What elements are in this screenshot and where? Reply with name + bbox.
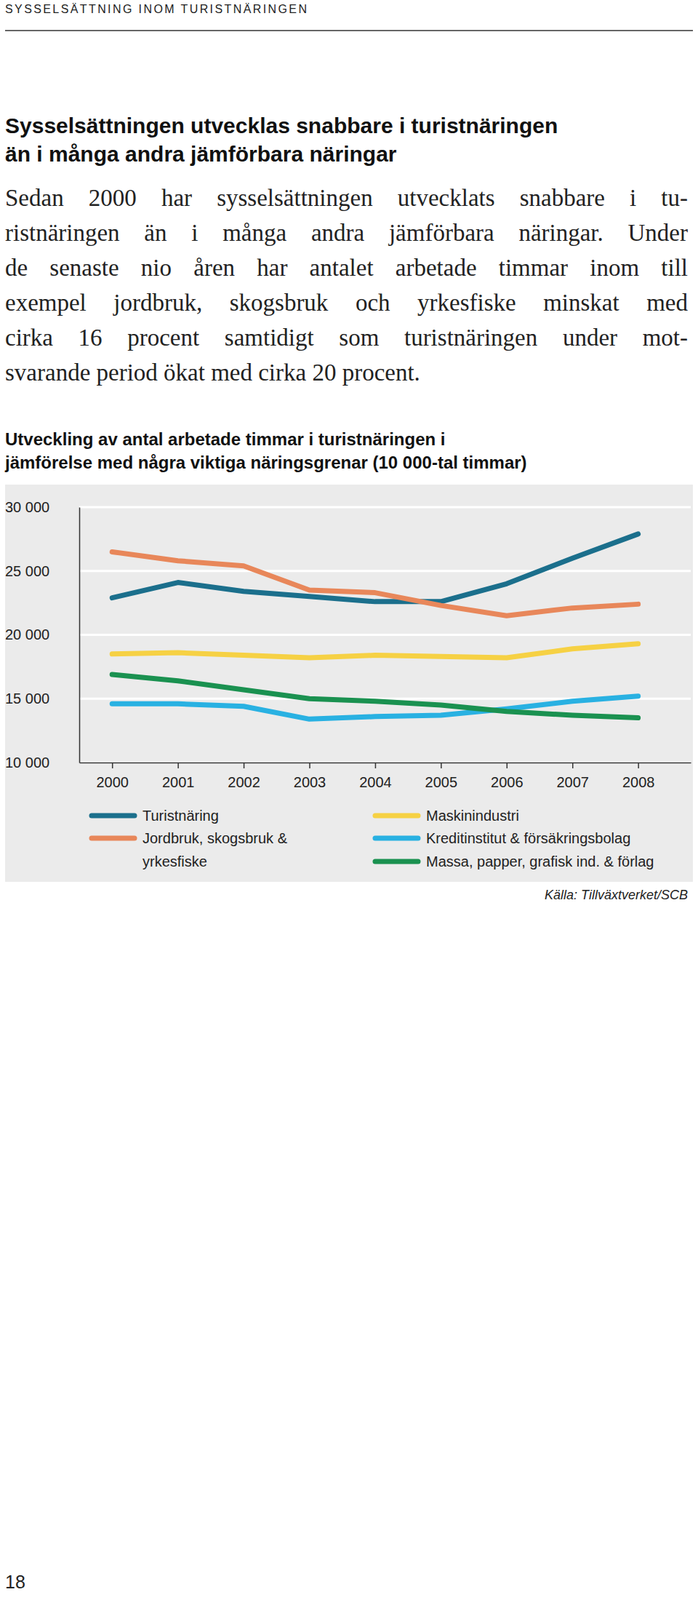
x-tick-mark <box>243 761 246 768</box>
x-tick-label: 2008 <box>622 773 656 790</box>
x-tick-label: 2005 <box>425 773 459 790</box>
grid-line <box>79 761 691 764</box>
x-tick-mark <box>572 761 574 768</box>
x-tick: 2002 <box>227 761 261 790</box>
legend-item: Massa, papper, grafisk ind. & förlag <box>375 852 655 869</box>
page-svg: 10 00015 00020 00025 00030 0002000200120… <box>0 0 698 1599</box>
y-tick: 30 000 <box>5 498 80 515</box>
x-tick-label: 2007 <box>556 773 589 790</box>
x-tick: 2000 <box>95 761 129 790</box>
x-tick-label: 2002 <box>227 773 261 790</box>
paragraph-line: svarande period ökat med cirka 20 procen… <box>5 359 688 387</box>
grid-line <box>79 569 691 572</box>
series-line <box>111 643 638 658</box>
legend-item: Kreditinstitut & försäkringsbolag <box>375 829 631 846</box>
x-tick-mark <box>375 761 377 768</box>
x-tick: 2008 <box>622 761 656 790</box>
plot-lines <box>111 533 638 719</box>
x-tick-mark <box>440 761 443 768</box>
x-tick: 2005 <box>425 761 459 790</box>
legend-label: Maskinindustri <box>426 807 520 824</box>
legend-swatch <box>375 835 419 841</box>
chart-background <box>5 484 693 882</box>
x-axis-line <box>79 761 692 764</box>
legend-item: Maskinindustri <box>375 807 520 824</box>
y-tick-label: 15 000 <box>5 690 50 706</box>
x-tick-mark <box>309 761 311 768</box>
x-tick: 2004 <box>359 761 392 790</box>
x-tick: 2007 <box>556 761 589 790</box>
y-tick-label: 25 000 <box>5 562 50 579</box>
grid <box>79 506 691 762</box>
y-axis-line <box>79 507 81 763</box>
page-header: SYSSELSÄTTNING INOM TURISTNÄRINGEN <box>5 2 309 16</box>
x-tick: 2003 <box>293 761 327 790</box>
x-axis: 2000 2001 2002 2003 2004 2005 2006 2007 2008 <box>79 761 692 790</box>
y-tick-label: 10 000 <box>5 753 50 770</box>
chart-source: Källa: Tillväxtverket/SCB <box>544 887 688 902</box>
legend-swatch <box>375 858 419 864</box>
paragraph-line: ristnäringen än i många andra jämförbara… <box>5 219 688 247</box>
x-tick-label: 2006 <box>490 773 524 790</box>
y-tick-label: 30 000 <box>5 498 50 515</box>
legend-label: Jordbruk, skogsbruk &yrkesfiske <box>142 829 288 869</box>
x-tick: 2001 <box>162 761 195 790</box>
x-tick-mark <box>637 761 640 768</box>
heading-line: Sysselsättningen utvecklas snabbare i tu… <box>5 113 558 139</box>
y-tick: 20 000 <box>5 626 80 643</box>
legend-swatch <box>375 812 419 818</box>
heading-line: än i många andra jämförbara näringar <box>5 141 397 167</box>
legend-label: Massa, papper, grafisk ind. & förlag <box>426 852 655 869</box>
x-tick-label: 2000 <box>95 773 129 790</box>
x-tick-label: 2001 <box>162 773 195 790</box>
legend: Turistnäring Jordbruk, skogsbruk &yrkesfi… <box>91 807 655 869</box>
x-tick-mark <box>506 761 509 768</box>
series-line <box>111 674 638 718</box>
legend-item: Turistnäring <box>91 807 219 824</box>
paragraph-line: exempel jordbruk, skogsbruk och yrkesfis… <box>5 289 688 317</box>
legend-label: Kreditinstitut & försäkringsbolag <box>426 829 631 846</box>
y-tick: 15 000 <box>5 690 80 706</box>
y-tick-label: 20 000 <box>5 626 50 643</box>
chart-title: Utveckling av antal arbetade timmar i tu… <box>5 428 446 450</box>
series-line <box>111 551 638 616</box>
y-tick: 10 000 <box>5 753 80 770</box>
header-rule <box>5 29 693 32</box>
x-tick-mark <box>111 761 114 768</box>
legend-label: Turistnäring <box>142 807 219 824</box>
grid-line <box>79 506 691 509</box>
paragraph-line: cirka 16 procent samtidigt som turistnär… <box>5 324 688 352</box>
legend-item: Jordbruk, skogsbruk &yrkesfiske <box>91 829 288 869</box>
paragraph-line: de senaste nio åren har antalet arbetade… <box>5 254 688 282</box>
chart-title: jämförelse med några viktiga näringsgren… <box>5 452 528 473</box>
legend-swatch <box>91 812 135 818</box>
paragraph-line: Sedan 2000 har sysselsättningen utveckla… <box>5 184 688 212</box>
y-axis: 10 000 15 000 20 000 25 000 30 000 <box>5 498 80 770</box>
page-number: 18 <box>5 1570 26 1592</box>
x-tick-label: 2004 <box>359 773 392 790</box>
x-tick: 2006 <box>490 761 524 790</box>
x-tick-mark <box>177 761 179 768</box>
legend-swatch <box>91 835 135 841</box>
y-tick: 25 000 <box>5 562 80 579</box>
x-tick-label: 2003 <box>293 773 327 790</box>
grid-line <box>79 633 691 636</box>
